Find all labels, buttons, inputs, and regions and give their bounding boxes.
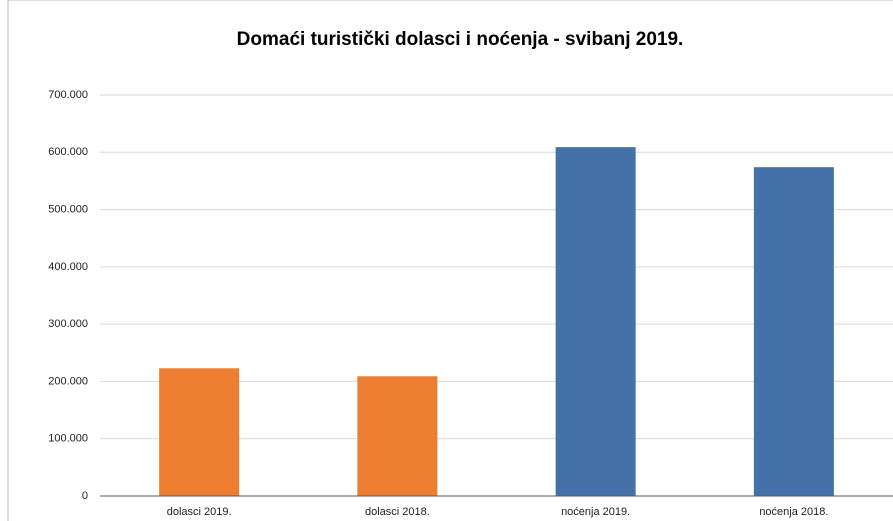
y-tick-label: 500.000 [48,203,88,215]
y-tick-label: 600.000 [48,146,88,158]
y-tick-label: 400.000 [48,261,88,273]
chart-title: Domaći turistički dolasci i noćenja - sv… [237,29,684,50]
x-tick-label: dolasci 2019. [167,506,232,518]
bar [555,147,636,496]
bar [753,167,834,496]
y-tick-label: 700.000 [48,89,88,101]
y-tick-label: 100.000 [48,433,88,445]
bar [159,368,240,496]
x-tick-label: dolasci 2018. [365,506,430,518]
y-tick-label: 0 [82,490,88,502]
bar [357,376,438,496]
y-tick-label: 300.000 [48,318,88,330]
chart-frame [7,0,893,521]
y-tick-label: 200.000 [48,375,88,387]
x-tick-label: noćenja 2018. [759,506,828,518]
x-tick-label: noćenja 2019. [561,506,630,518]
